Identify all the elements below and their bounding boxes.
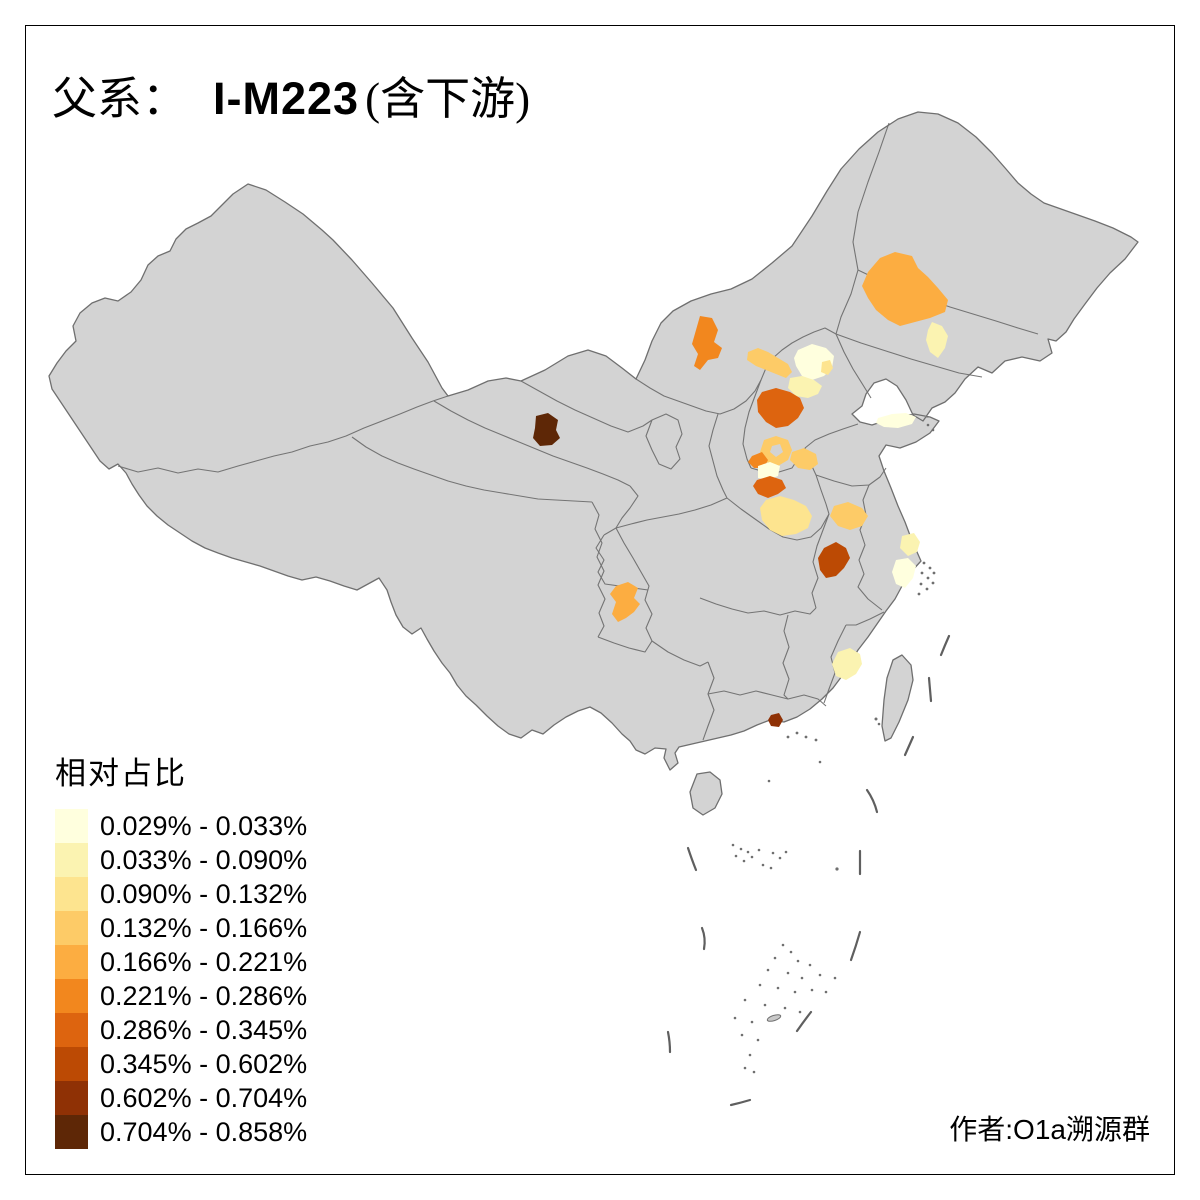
region-jilin-central (926, 322, 948, 358)
region-henan-zhengzhou (753, 476, 786, 498)
legend-item: 0.090% - 0.132% (55, 877, 307, 911)
legend-item: 0.166% - 0.221% (55, 945, 307, 979)
region-hebei-zhangjiakou (747, 348, 792, 378)
region-fujian-central (832, 648, 862, 680)
author-attribution: 作者:O1a溯源群 (949, 1114, 1150, 1145)
legend-label: 0.029% - 0.033% (100, 810, 308, 841)
legend-item: 0.345% - 0.602% (55, 1047, 307, 1081)
legend-item: 0.704% - 0.858% (55, 1115, 307, 1149)
region-shanxi-southeast (748, 452, 768, 468)
legend-swatch (55, 877, 88, 911)
region-jiangsu-northwest (830, 502, 868, 530)
legend-label: 0.221% - 0.286% (100, 980, 308, 1011)
map-title: 父系： I-M223 (含下游) (52, 62, 530, 127)
region-beijing (821, 360, 833, 375)
title-haplogroup-code: I-M223 (213, 73, 360, 124)
legend-item: 0.029% - 0.033% (55, 809, 307, 843)
legend-swatch (55, 1081, 88, 1115)
legend-label: 0.602% - 0.704% (100, 1082, 308, 1113)
legend-title: 相对占比 (55, 756, 187, 791)
legend-label: 0.033% - 0.090% (100, 844, 308, 875)
region-shanghai-area (892, 558, 916, 588)
legend-swatch (55, 843, 88, 877)
region-heilongjiang-west (862, 252, 948, 326)
legend-item: 0.033% - 0.090% (55, 843, 307, 877)
region-qinghai-east (533, 413, 560, 446)
region-shandong-southwest (790, 448, 818, 470)
region-chongqing-west (610, 582, 640, 622)
choropleth-regions (533, 252, 948, 727)
region-henan-jiaozuo (758, 462, 780, 480)
legend-label: 0.132% - 0.166% (100, 912, 308, 943)
title-prefix: 父系： (52, 74, 188, 124)
legend-item: 0.286% - 0.345% (55, 1013, 307, 1047)
legend-swatch (55, 1115, 88, 1149)
legend-swatch (55, 911, 88, 945)
region-anhui-hefei (818, 542, 850, 578)
region-guangdong-pearl-delta (768, 713, 783, 727)
itu-aba-islet (766, 1014, 782, 1022)
legend-swatch (55, 1013, 88, 1047)
legend: 相对占比 0.029% - 0.033% 0.033% - 0.090% 0.0… (55, 748, 307, 1149)
legend-label: 0.166% - 0.221% (100, 946, 308, 977)
legend-swatch (55, 945, 88, 979)
region-shandong-peninsula (876, 413, 916, 428)
china-mainland (48, 111, 1139, 771)
legend-swatch (55, 809, 88, 843)
plot-frame (25, 25, 1175, 1175)
legend-label: 0.090% - 0.132% (100, 878, 308, 909)
mainland-group (48, 111, 1139, 816)
region-henan-north (760, 436, 792, 466)
hainan-island (689, 771, 723, 816)
sea-boundary-dashes (666, 634, 951, 1107)
island-specks (731, 423, 936, 1074)
region-jiangsu-coast (900, 533, 920, 556)
legend-label: 0.286% - 0.345% (100, 1014, 308, 1045)
taiwan-island (881, 654, 914, 742)
region-henan-south (760, 496, 812, 536)
legend-item: 0.602% - 0.704% (55, 1081, 307, 1115)
legend-label: 0.704% - 0.858% (100, 1116, 308, 1147)
legend-item: 0.221% - 0.286% (55, 979, 307, 1013)
legend-item: 0.132% - 0.166% (55, 911, 307, 945)
region-hebei-baoding (757, 388, 804, 428)
legend-swatch (55, 979, 88, 1013)
legend-swatch (55, 1047, 88, 1081)
legend-label: 0.345% - 0.602% (100, 1048, 308, 1079)
region-hebei-langfang-tianjin (788, 376, 822, 398)
region-inner-mongolia-baotou (692, 316, 722, 370)
title-suffix: (含下游) (365, 74, 531, 124)
